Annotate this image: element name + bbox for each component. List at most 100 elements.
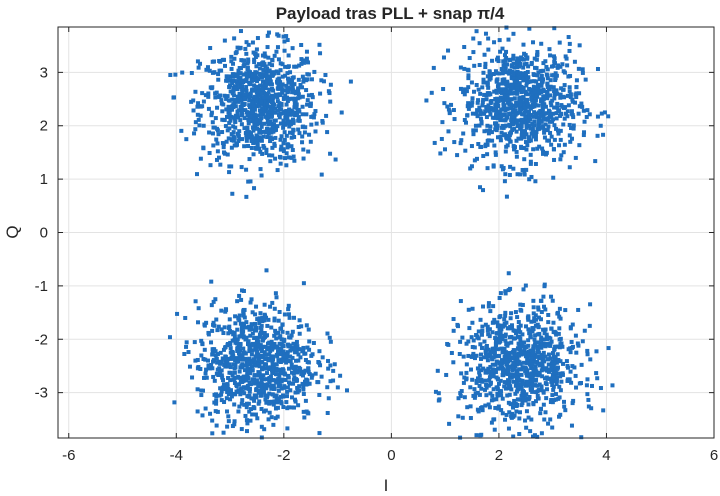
data-point [530, 380, 535, 385]
data-point [565, 63, 570, 68]
data-point [493, 102, 498, 107]
data-point [514, 138, 519, 143]
data-point [220, 375, 225, 380]
data-point [540, 356, 545, 361]
data-point [527, 135, 532, 140]
data-point [269, 100, 274, 105]
data-point [257, 364, 262, 369]
data-point [536, 305, 541, 310]
data-point [561, 69, 566, 74]
data-point [279, 337, 284, 342]
data-point [252, 186, 257, 191]
data-point [543, 410, 548, 415]
data-point [494, 320, 499, 325]
data-point [442, 101, 447, 106]
data-point [319, 172, 324, 177]
data-point [207, 68, 212, 73]
data-point [459, 138, 464, 143]
data-point [256, 89, 261, 94]
data-point [465, 67, 470, 72]
data-point [546, 116, 551, 121]
data-point [274, 362, 279, 367]
data-point [525, 357, 530, 362]
data-point [533, 333, 538, 338]
data-point [513, 104, 518, 109]
data-point [262, 377, 267, 382]
data-point [459, 389, 464, 394]
data-point [270, 356, 275, 361]
data-point [570, 99, 575, 104]
data-point [248, 300, 253, 305]
data-point [512, 348, 517, 353]
data-point [540, 374, 545, 379]
data-point [293, 113, 298, 118]
data-point [563, 408, 568, 413]
data-point [518, 172, 523, 177]
data-point [523, 383, 528, 388]
data-point [537, 382, 542, 387]
data-point [218, 93, 223, 98]
data-point [549, 326, 554, 331]
data-point [540, 105, 545, 110]
data-point [539, 73, 544, 78]
data-point [204, 375, 209, 380]
data-point [224, 114, 229, 119]
data-point [462, 87, 467, 92]
data-point [300, 74, 305, 79]
data-point [307, 381, 312, 386]
data-point [272, 118, 277, 123]
data-point [201, 99, 206, 104]
data-point [500, 411, 505, 416]
data-point [265, 365, 270, 370]
data-point [506, 37, 511, 42]
data-point [295, 111, 300, 116]
data-point [274, 345, 279, 350]
data-point [238, 76, 243, 81]
data-point [511, 434, 516, 439]
data-point [493, 405, 498, 410]
data-point [499, 125, 504, 130]
data-point [250, 40, 255, 45]
data-point [253, 363, 258, 368]
data-point [537, 110, 542, 115]
data-point [491, 304, 496, 309]
data-point [241, 346, 246, 351]
data-point [502, 53, 507, 58]
data-point [594, 371, 599, 376]
data-point [487, 70, 492, 75]
data-point [233, 119, 238, 124]
data-point [555, 105, 560, 110]
x-tick-label: 2 [495, 447, 503, 464]
data-point [200, 342, 205, 347]
data-point [533, 111, 538, 116]
data-point [225, 390, 230, 395]
data-point [525, 115, 530, 120]
data-point [272, 141, 277, 146]
data-point [236, 348, 241, 353]
data-point [595, 114, 600, 119]
data-point [219, 389, 224, 394]
data-point [233, 321, 238, 326]
data-point [264, 77, 269, 82]
data-point [560, 62, 565, 67]
data-point [273, 135, 278, 140]
data-point [303, 357, 308, 362]
data-point [268, 139, 273, 144]
data-point [557, 326, 562, 331]
data-point [529, 319, 534, 324]
data-point [538, 411, 543, 416]
data-point [555, 310, 560, 315]
data-point [553, 392, 558, 397]
data-point [546, 108, 551, 113]
data-point [253, 72, 258, 77]
data-point [218, 59, 223, 64]
data-point [285, 385, 290, 390]
data-point [535, 115, 540, 120]
data-point [470, 100, 475, 105]
data-point [545, 357, 550, 362]
data-point [240, 90, 245, 95]
data-point [254, 64, 259, 69]
data-point [272, 143, 277, 148]
data-point [209, 303, 214, 308]
y-tick-label: 1 [40, 171, 48, 188]
